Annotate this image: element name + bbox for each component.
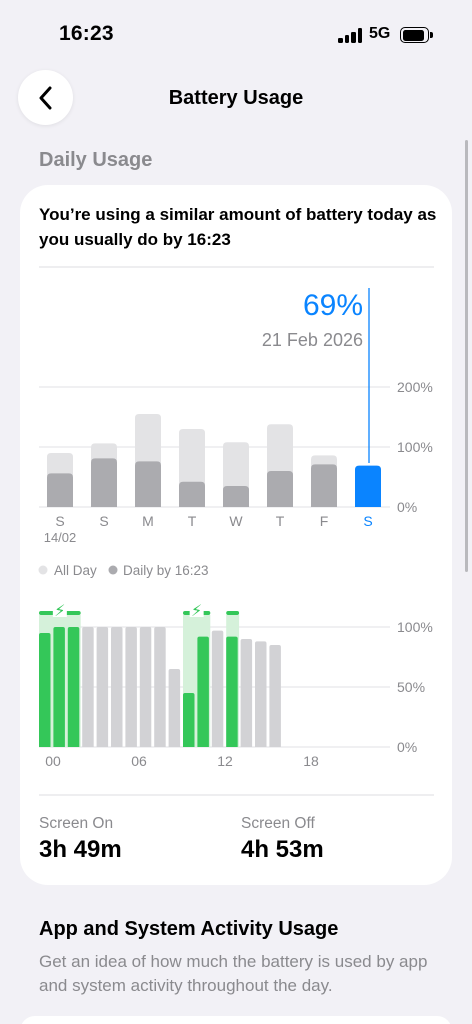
charging-indicator bbox=[226, 611, 240, 615]
network-type: 5G bbox=[369, 25, 391, 42]
battery-icon bbox=[400, 27, 433, 43]
selected-percent: 69% bbox=[303, 289, 363, 322]
hourly-y-tick: 100% bbox=[397, 619, 433, 635]
hourly-level-bar[interactable] bbox=[67, 627, 80, 747]
daily-x-tick: T bbox=[276, 513, 285, 529]
daily-x-tick: S bbox=[99, 513, 108, 529]
page-title: Battery Usage bbox=[168, 87, 304, 109]
legend-daily-dot bbox=[108, 565, 118, 575]
hourly-x-tick: 00 bbox=[45, 753, 61, 769]
hourly-y-tick: 50% bbox=[397, 679, 425, 695]
selected-date: 21 Feb 2026 bbox=[262, 330, 363, 350]
daily-x-tick: S bbox=[55, 513, 64, 529]
hourly-x-tick: 06 bbox=[131, 753, 147, 769]
hourly-level-bar[interactable] bbox=[226, 636, 238, 747]
daily-bar-daily-by[interactable] bbox=[91, 458, 117, 507]
activity-title: App and System Activity Usage bbox=[39, 918, 339, 940]
charging-bolt-icon: ⚡ bbox=[191, 601, 202, 620]
hourly-level-bar[interactable] bbox=[183, 693, 195, 747]
daily-bar-daily-by[interactable] bbox=[311, 464, 337, 507]
legend-daily-by: Daily by 16:23 bbox=[123, 563, 209, 578]
back-button[interactable] bbox=[18, 70, 73, 125]
hourly-level-bar[interactable] bbox=[53, 627, 65, 747]
scrollbar[interactable] bbox=[465, 140, 468, 572]
hourly-level-bar[interactable] bbox=[255, 641, 267, 747]
hourly-level-bar[interactable] bbox=[197, 636, 209, 747]
charging-bolt-icon: ⚡ bbox=[54, 601, 65, 620]
hourly-level-bar[interactable] bbox=[269, 645, 281, 747]
daily-bar-selected[interactable] bbox=[355, 465, 381, 507]
daily-y-tick: 0% bbox=[397, 499, 417, 515]
hourly-level-bar[interactable] bbox=[211, 630, 224, 747]
hourly-level-bar[interactable] bbox=[139, 627, 152, 747]
hourly-level-bar[interactable] bbox=[111, 627, 123, 747]
daily-bar-daily-by[interactable] bbox=[179, 481, 205, 507]
legend-all-day-dot bbox=[38, 565, 48, 575]
usage-headline: You’re using a similar amount of battery… bbox=[39, 205, 437, 249]
daily-x-tick: M bbox=[142, 513, 154, 529]
chevron-left-icon bbox=[39, 86, 51, 109]
bolt-backdrop bbox=[189, 602, 204, 617]
hourly-level-bar[interactable] bbox=[39, 633, 51, 747]
daily-bar-daily-by[interactable] bbox=[267, 471, 293, 507]
daily-bar-daily-by[interactable] bbox=[135, 461, 161, 507]
daily-bar-daily-by[interactable] bbox=[47, 473, 73, 507]
activity-card bbox=[20, 1016, 452, 1024]
legend-all-day: All Day bbox=[54, 563, 97, 578]
daily-x-tick: S bbox=[363, 513, 372, 529]
activity-description: Get an idea of how much the battery is u… bbox=[39, 952, 428, 995]
screen-off-label: Screen Off bbox=[241, 815, 315, 832]
chart-legend: All Day Daily by 16:23 bbox=[38, 563, 209, 578]
hourly-x-tick: 12 bbox=[217, 753, 233, 769]
battery-charts: 0% 100% 200% 69% 21 Feb 2026 S S M T W T F S 14/0… bbox=[38, 266, 434, 796]
hourly-level-bar[interactable] bbox=[96, 627, 109, 747]
hourly-level-bar[interactable] bbox=[154, 627, 166, 747]
screen-on-label: Screen On bbox=[39, 815, 114, 832]
first-day-date: 14/02 bbox=[44, 530, 77, 545]
bolt-backdrop bbox=[52, 602, 67, 617]
hourly-level-bar[interactable] bbox=[240, 639, 253, 747]
status-time: 16:23 bbox=[59, 22, 114, 45]
hourly-level-bar[interactable] bbox=[125, 627, 137, 747]
screen-on-value: 3h 49m bbox=[39, 836, 122, 863]
hourly-level-bar[interactable] bbox=[168, 669, 181, 747]
daily-x-tick: F bbox=[320, 513, 329, 529]
daily-x-tick: W bbox=[229, 513, 243, 529]
daily-y-tick: 200% bbox=[397, 379, 433, 395]
hourly-level-bar[interactable] bbox=[82, 627, 94, 747]
daily-y-tick: 100% bbox=[397, 439, 433, 455]
hourly-y-tick: 0% bbox=[397, 739, 417, 755]
screen-off-value: 4h 53m bbox=[241, 836, 324, 863]
battery-usage-card: You’re using a similar amount of battery… bbox=[20, 185, 452, 885]
daily-bar-daily-by[interactable] bbox=[223, 486, 249, 507]
cellular-signal-icon bbox=[338, 28, 362, 43]
daily-usage-header: Daily Usage bbox=[39, 149, 153, 171]
daily-x-tick: T bbox=[188, 513, 197, 529]
status-bar: 16:23 5G bbox=[0, 0, 472, 70]
hourly-x-tick: 18 bbox=[303, 753, 319, 769]
